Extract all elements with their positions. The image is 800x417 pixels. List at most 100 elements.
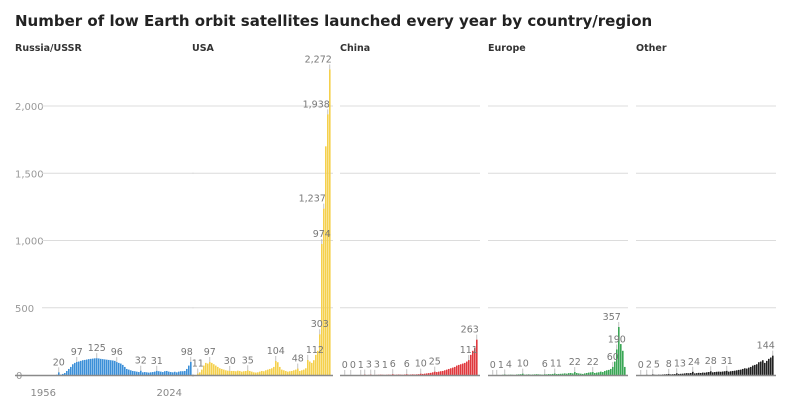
bar (442, 370, 444, 375)
data-label: 2,272 (305, 54, 332, 65)
data-label: 112 (306, 345, 324, 356)
bar (136, 371, 138, 375)
bar (700, 372, 702, 375)
bar (255, 372, 257, 375)
y-tick-label: 1,500 (15, 169, 44, 180)
bar (267, 369, 269, 375)
bar (756, 364, 758, 375)
data-label: 96 (111, 347, 123, 358)
data-label: 190 (608, 334, 626, 345)
data-label: 25 (429, 357, 441, 368)
bar (766, 360, 768, 375)
data-label: 303 (311, 319, 329, 330)
bar (424, 373, 426, 375)
bar (164, 371, 166, 375)
bar (582, 373, 584, 375)
bar (132, 370, 134, 375)
bar (556, 374, 558, 375)
data-label: 1,938 (303, 99, 330, 110)
bar (762, 360, 764, 375)
data-label: 125 (88, 343, 106, 354)
bar (406, 374, 408, 375)
bar (534, 374, 536, 375)
bar (243, 371, 245, 375)
bar (438, 371, 440, 375)
bar (392, 374, 394, 375)
bar (576, 372, 578, 375)
data-label: 6 (542, 359, 548, 370)
data-label: 13 (674, 358, 686, 369)
bar (734, 370, 736, 375)
bar (112, 360, 114, 375)
bar (664, 374, 666, 375)
bar (744, 368, 746, 375)
bar (620, 344, 622, 375)
bar (460, 364, 462, 375)
bar (754, 364, 756, 375)
bar (305, 368, 307, 375)
bar (257, 372, 259, 375)
bar (317, 350, 319, 375)
bar (172, 372, 174, 375)
bar (251, 371, 253, 375)
bar (566, 373, 568, 375)
bar (610, 368, 612, 375)
bar (138, 372, 140, 375)
bar (580, 373, 582, 375)
bar (764, 362, 766, 375)
bar (154, 371, 156, 375)
bar (612, 366, 614, 375)
bar (72, 364, 74, 375)
bar (440, 371, 442, 375)
bar (446, 369, 448, 375)
bar (710, 371, 712, 375)
bar (412, 374, 414, 375)
data-label: 974 (313, 229, 331, 240)
bar (261, 370, 263, 375)
bar (327, 114, 329, 376)
bar (666, 374, 668, 375)
bar (748, 367, 750, 375)
bar (772, 355, 774, 375)
bar (100, 358, 102, 375)
bar (253, 372, 255, 375)
data-label: 1,237 (299, 194, 326, 205)
bar (732, 370, 734, 375)
bar (150, 372, 152, 375)
bar (752, 365, 754, 375)
bar (205, 362, 207, 375)
bar (289, 371, 291, 375)
bar (178, 371, 180, 375)
bar (227, 370, 229, 375)
bar (217, 366, 219, 375)
bar (726, 370, 728, 375)
bar (309, 361, 311, 375)
bar (215, 365, 217, 375)
bar (436, 372, 438, 375)
bar (142, 372, 144, 375)
bar (201, 369, 203, 375)
bar (134, 371, 136, 375)
bar (307, 359, 309, 375)
panel-title: Other (636, 43, 667, 54)
bar (221, 368, 223, 375)
y-tick-label: 1,000 (15, 237, 44, 248)
bar (277, 362, 279, 375)
bar (596, 372, 598, 375)
data-label: 22 (587, 357, 599, 368)
panel-title: Russia/USSR (15, 43, 82, 54)
bar (263, 371, 265, 375)
data-label: 28 (705, 356, 717, 367)
data-label: 22 (569, 357, 581, 368)
bar (420, 373, 422, 375)
bar (724, 371, 726, 375)
bar (586, 372, 588, 375)
bar (160, 371, 162, 375)
bar (313, 360, 315, 375)
y-tick-label: 0 (16, 371, 22, 382)
data-label: 60 (607, 352, 619, 363)
bar (720, 371, 722, 375)
bar (568, 373, 570, 375)
bar (674, 374, 676, 375)
